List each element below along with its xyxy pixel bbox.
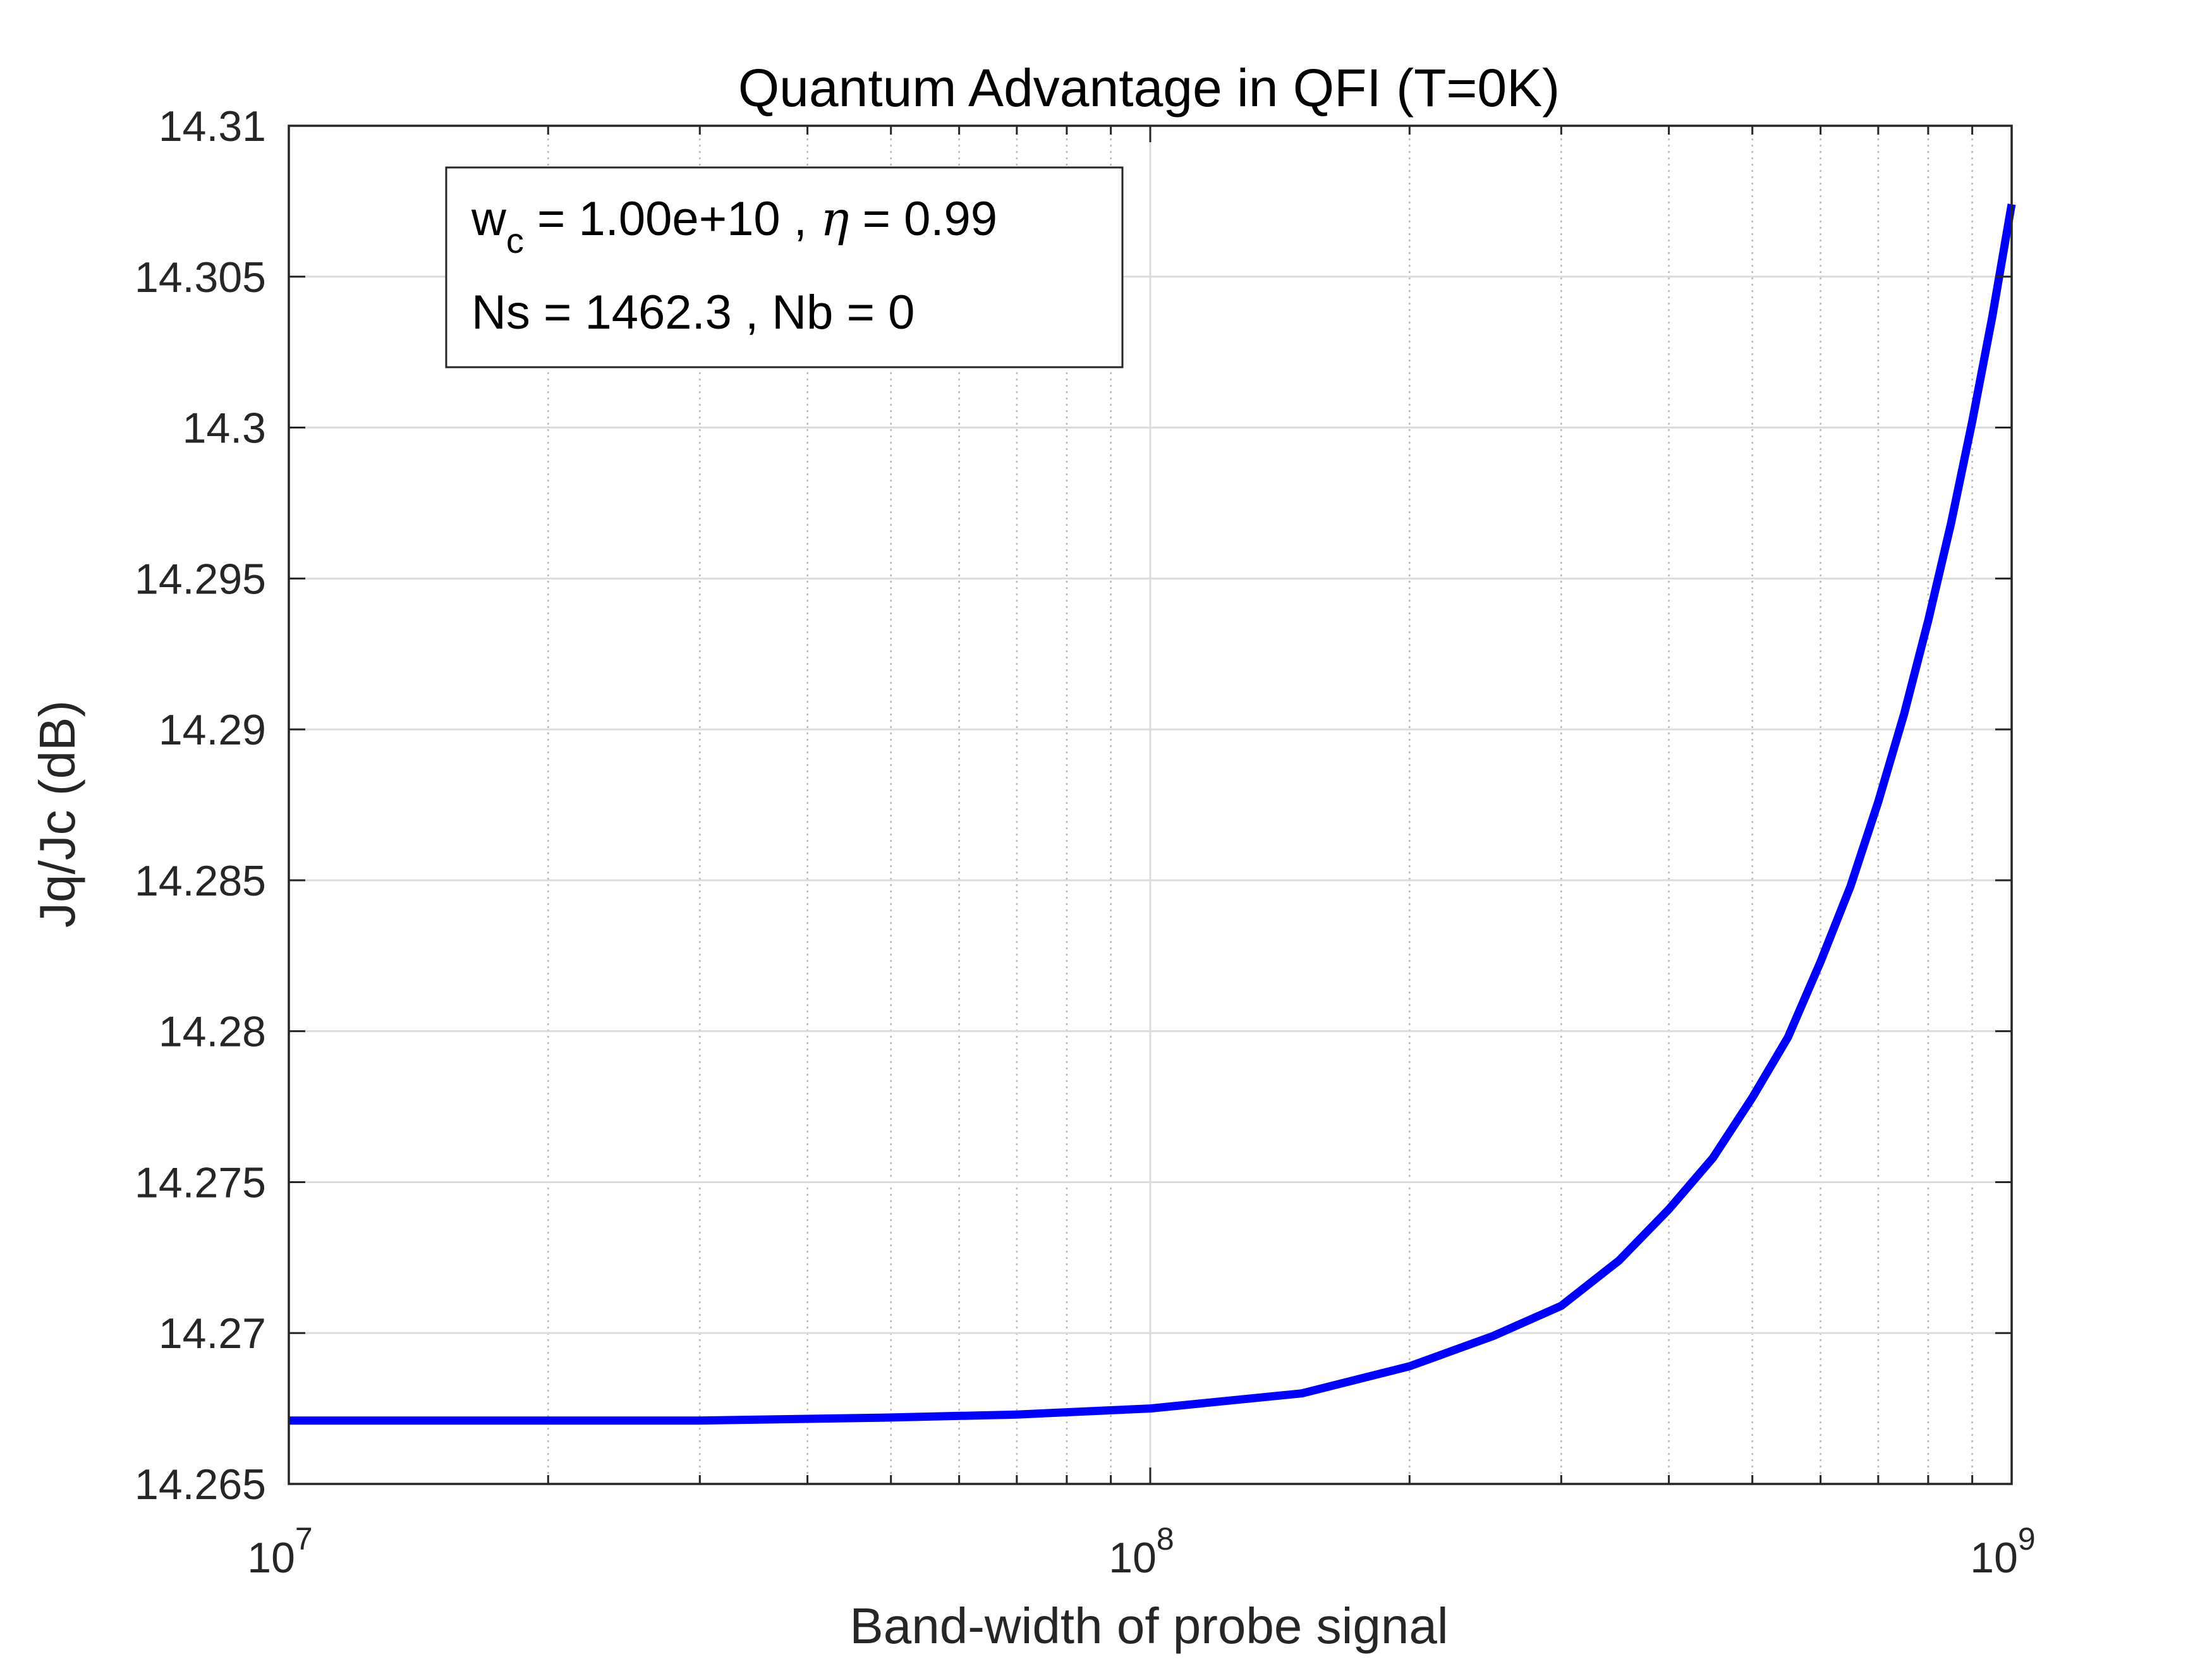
y-tick-label: 14.3: [183, 404, 266, 453]
plot-frame: [288, 125, 2013, 1485]
annotation-eta-value: = 0.99: [849, 192, 998, 246]
y-tick-label: 14.27: [159, 1310, 266, 1358]
y-tick-label: 14.29: [159, 706, 266, 754]
annotation-eta: η: [820, 190, 849, 246]
y-tick-label: 14.275: [135, 1158, 266, 1206]
annotation-box: wc = 1.00e+10 , η = 0.99 Ns = 1462.3 , N…: [445, 166, 1124, 368]
series-line-0: [289, 204, 2016, 1425]
x-axis-title: Band-width of probe signal: [849, 1598, 1448, 1654]
chart-title: Quantum Advantage in QFI (T=0K): [738, 58, 1560, 118]
y-tick-label: 14.265: [135, 1461, 266, 1509]
annotation-subscript: c: [506, 221, 524, 260]
y-tick-label: 14.28: [159, 1008, 266, 1056]
annotation-line-1: wc = 1.00e+10 , η = 0.99: [471, 190, 997, 260]
annotation-border: [445, 166, 1124, 368]
y-tick-label: 14.295: [135, 555, 266, 603]
annotation-line-2: Ns = 1462.3 , Nb = 0: [471, 286, 915, 339]
annotation-wc-value: = 1.00e+10 ,: [524, 192, 820, 246]
y-tick-label: 14.305: [135, 253, 266, 301]
x-tick-label: 109: [1970, 1521, 2035, 1582]
y-tick-label: 14.285: [135, 857, 266, 905]
x-tick-label: 108: [1109, 1521, 1174, 1582]
x-tick-label: 107: [247, 1521, 312, 1582]
axes: [288, 125, 2013, 1485]
tick-labels: 107 108 109 14.265 14.27 14.275 14.28 14.285 14.…: [135, 102, 2036, 1582]
y-tick-label: 14.31: [159, 102, 266, 150]
y-axis-title: Jq/Jc (dB): [29, 700, 85, 928]
series-layer: [289, 204, 2016, 1425]
annotation-w: w: [471, 192, 507, 246]
